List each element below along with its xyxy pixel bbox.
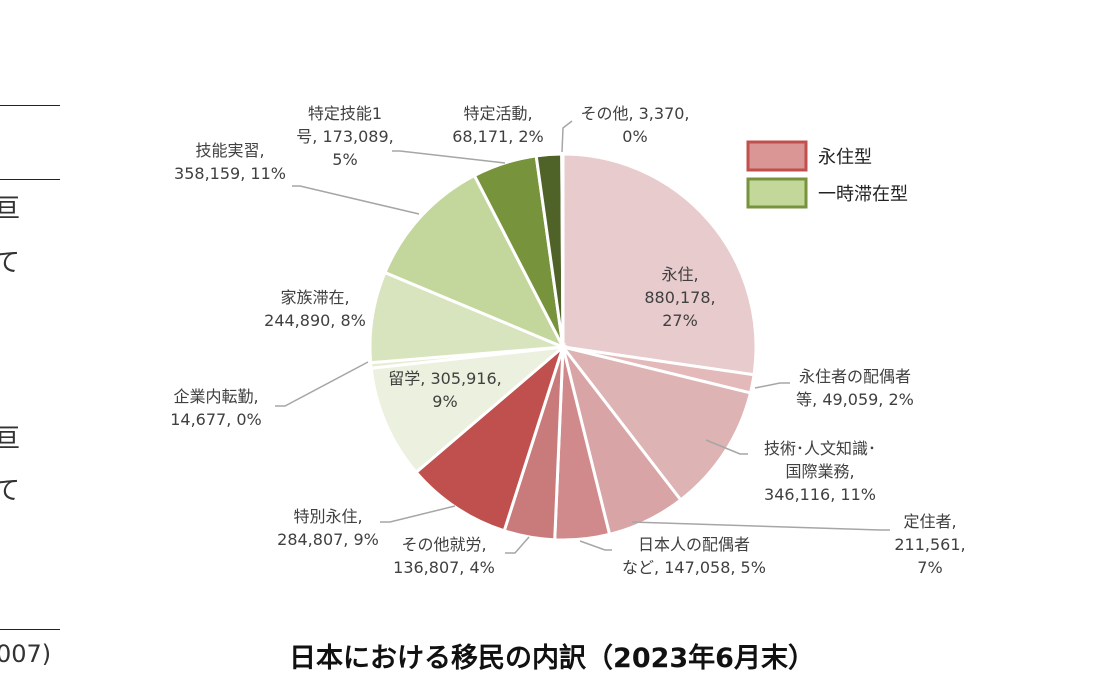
leader-line bbox=[292, 185, 420, 215]
data-label: その他就労, 136,807, 4% bbox=[393, 535, 495, 577]
data-label-line: 346,116, 11% bbox=[764, 485, 876, 504]
data-label-line: 211,561, bbox=[894, 535, 965, 554]
footnote-fragment: 007) bbox=[0, 640, 52, 668]
pie-slice bbox=[560, 152, 565, 348]
data-label-line: 定住者, bbox=[903, 512, 956, 531]
pie-slice bbox=[561, 152, 758, 377]
data-label-line: 14,677, 0% bbox=[170, 410, 262, 429]
data-label-line: 特定活動, bbox=[463, 104, 532, 123]
legend-label: 一時滞在型 bbox=[818, 184, 908, 205]
data-label-line: 留学, 305,916, bbox=[388, 369, 501, 388]
data-label-line: 358,159, 11% bbox=[174, 164, 286, 183]
left-text-fragment: 亘 bbox=[0, 424, 21, 454]
data-label-line: 244,890, 8% bbox=[264, 311, 366, 330]
data-label-line: 7% bbox=[917, 558, 942, 577]
data-label-line: など, 147,058, 5% bbox=[622, 558, 766, 577]
data-label: 永住者の配偶者等, 49,059, 2% bbox=[796, 367, 914, 409]
data-label-line: 284,807, 9% bbox=[277, 530, 379, 549]
data-label-line: 家族滞在, bbox=[280, 288, 349, 307]
data-label: 技能実習, 358,159, 11% bbox=[174, 141, 286, 183]
data-label-line: 国際業務, bbox=[785, 462, 854, 481]
data-label-line: 27% bbox=[662, 311, 698, 330]
leader-line bbox=[275, 361, 369, 407]
data-label-line: 日本人の配偶者 bbox=[638, 535, 750, 554]
legend-swatch bbox=[746, 140, 808, 172]
data-label-line: 5% bbox=[332, 150, 357, 169]
data-label-line: 0% bbox=[622, 127, 647, 146]
pie-slice bbox=[382, 173, 567, 350]
leader-line bbox=[705, 439, 748, 455]
data-label: 定住者, 211,561, 7% bbox=[894, 512, 965, 577]
data-label: 家族滞在, 244,890, 8% bbox=[264, 288, 366, 330]
left-text-fragment: て bbox=[0, 248, 21, 278]
data-label-line: 技術･人文知識･ bbox=[764, 439, 876, 458]
data-label: 永住, 880,178, 27% bbox=[644, 265, 715, 330]
legend-label: 永住型 bbox=[818, 147, 872, 168]
data-label-line: 永住, bbox=[661, 265, 698, 284]
left-text-fragment: 亘 bbox=[0, 194, 21, 224]
data-label-line: その他就労, bbox=[401, 535, 486, 554]
data-label-line: 等, 49,059, 2% bbox=[796, 390, 914, 409]
data-label: 技術･人文知識･ 国際業務, 346,116, 11% bbox=[764, 439, 876, 504]
data-label-line: 68,171, 2% bbox=[452, 127, 544, 146]
data-label-line: 880,178, bbox=[644, 288, 715, 307]
leader-line bbox=[380, 505, 456, 523]
data-label-line: 技能実習, bbox=[195, 141, 264, 160]
chart-title: 日本における移民の内訳（2023年6月末） bbox=[289, 643, 815, 674]
data-label-line: 永住者の配偶者 bbox=[799, 367, 911, 386]
left-rule-2 bbox=[0, 179, 60, 180]
leader-line bbox=[392, 150, 506, 164]
leader-line bbox=[561, 120, 573, 153]
data-label-line: 特別永住, bbox=[293, 507, 362, 526]
data-label-line: 特定技能1 bbox=[308, 104, 382, 123]
data-label: 特別永住, 284,807, 9% bbox=[277, 507, 379, 549]
leader-line bbox=[505, 536, 530, 554]
data-label-line: 号, 173,089, bbox=[296, 127, 393, 146]
data-label-line: その他, 3,370, bbox=[580, 104, 689, 123]
data-label: 企業内転勤, 14,677, 0% bbox=[170, 387, 262, 429]
data-label-line: 136,807, 4% bbox=[393, 558, 495, 577]
leader-line bbox=[754, 382, 790, 389]
data-label-line: 9% bbox=[432, 392, 457, 411]
data-label-line: 企業内転勤, bbox=[173, 387, 258, 406]
leader-line bbox=[579, 540, 612, 551]
pie-slice bbox=[559, 344, 753, 503]
data-label: その他, 3,370, 0% bbox=[580, 104, 689, 146]
legend-swatch bbox=[746, 177, 808, 209]
leader-line bbox=[631, 521, 890, 531]
pie-slice bbox=[369, 344, 568, 475]
data-label: 日本人の配偶者など, 147,058, 5% bbox=[622, 535, 766, 577]
data-label: 留学, 305,916, 9% bbox=[388, 369, 501, 411]
data-label: 特定活動, 68,171, 2% bbox=[452, 104, 544, 146]
pie-slice bbox=[414, 342, 567, 533]
left-text-fragment: て bbox=[0, 476, 21, 506]
data-label: 特定技能1 号, 173,089, 5% bbox=[296, 104, 393, 169]
left-rule-1 bbox=[0, 105, 60, 106]
left-rule-3 bbox=[0, 629, 60, 630]
